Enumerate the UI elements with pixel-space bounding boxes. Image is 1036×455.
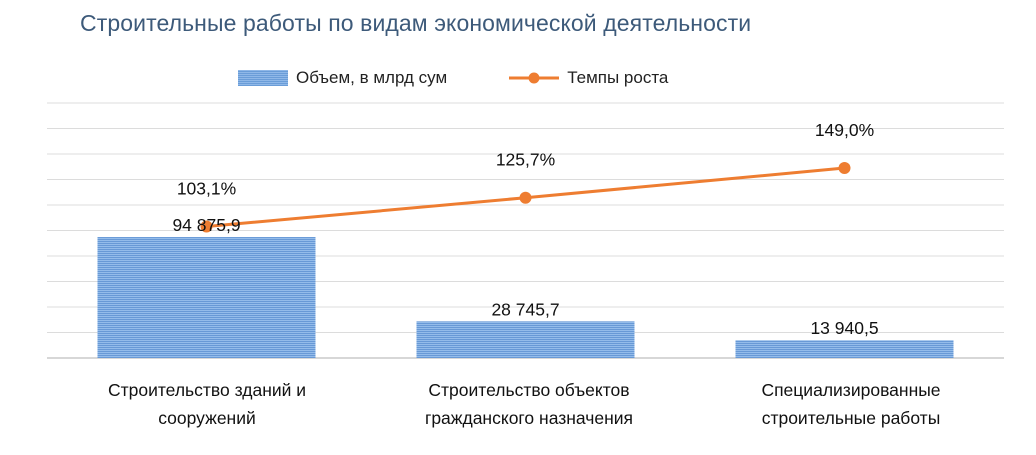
growth-value-label-2: 149,0% bbox=[815, 120, 874, 140]
chart-title: Строительные работы по видам экономическ… bbox=[80, 10, 752, 36]
growth-value-label-0: 103,1% bbox=[177, 179, 236, 199]
bar-1 bbox=[416, 321, 635, 358]
bar-value-label-0: 94 875,9 bbox=[172, 215, 240, 235]
growth-point-2 bbox=[838, 162, 851, 175]
bar-2 bbox=[735, 340, 954, 358]
bar-0 bbox=[97, 237, 316, 358]
legend-label-growth: Темпы роста bbox=[567, 68, 669, 87]
growth-value-label-1: 125,7% bbox=[496, 150, 555, 170]
x-category-2: Специализированные строительные работы bbox=[711, 376, 991, 432]
legend-item-growth: Темпы роста bbox=[509, 68, 668, 88]
bars bbox=[97, 237, 954, 358]
data-labels: 94 875,9 28 745,7 13 940,5 103,1% 125,7% 149,… bbox=[172, 120, 878, 338]
legend-swatch-line bbox=[509, 72, 560, 84]
legend-label-volume: Объем, в млрд сум bbox=[296, 68, 448, 87]
x-category-2-line-1: Специализированные bbox=[761, 380, 941, 400]
growth-point-1 bbox=[519, 191, 532, 204]
x-category-1-line-1: Строительство объектов bbox=[428, 380, 630, 400]
bar-value-label-2: 13 940,5 bbox=[810, 318, 878, 338]
x-category-1-line-2: гражданского назначения bbox=[424, 408, 634, 428]
growth-point-0 bbox=[200, 220, 213, 233]
legend-swatch-bar bbox=[238, 70, 288, 86]
growth-line-series bbox=[200, 162, 851, 233]
x-category-1: Строительство объектов гражданского назн… bbox=[389, 376, 669, 432]
x-category-2-line-2: строительные работы bbox=[761, 408, 941, 428]
legend-item-volume: Объем, в млрд сум bbox=[238, 68, 447, 88]
bar-value-label-1: 28 745,7 bbox=[491, 299, 559, 319]
x-category-0-line-1: Строительство зданий и bbox=[107, 380, 307, 400]
x-category-0-line-2: сооружений bbox=[158, 408, 256, 428]
x-category-0: Строительство зданий и сооружений bbox=[67, 376, 347, 432]
legend: Объем, в млрд сум Темпы роста bbox=[238, 66, 730, 90]
